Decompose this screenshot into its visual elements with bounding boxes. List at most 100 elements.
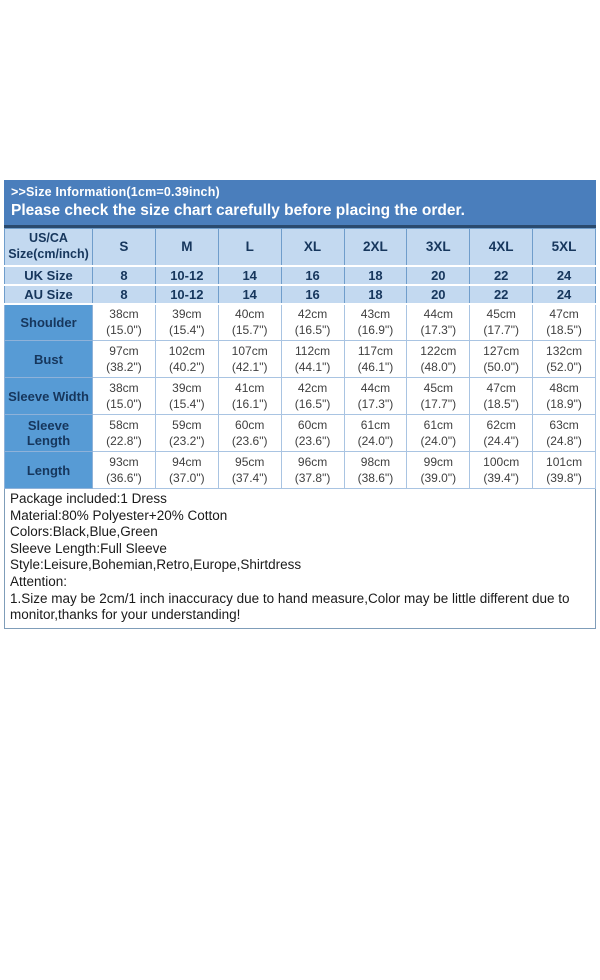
size-column-header: XL — [280, 228, 345, 267]
measurement-value-cell: 61cm (24.0") — [406, 414, 471, 452]
region-size-cell: 24 — [532, 284, 596, 305]
region-label-cell: AU Size — [4, 284, 93, 305]
detail-line: Material:80% Polyester+20% Cotton — [10, 507, 228, 523]
measurement-inch-value: (17.3") — [357, 397, 394, 411]
corner-header-cell: US/CA Size(cm/inch) — [4, 228, 93, 267]
region-size-cell: 20 — [406, 284, 471, 305]
measurement-cm-value: 48cm — [549, 381, 579, 395]
measurement-label-cell: Shoulder — [4, 303, 93, 341]
size-table-head: US/CA Size(cm/inch) S M L XL 2XL 3XL 4XL 5XL — [4, 228, 596, 267]
size-column-header: M — [154, 228, 219, 267]
detail-line: 1.Size may be 2cm/1 inch inaccuracy due … — [10, 590, 570, 623]
measurement-cm-value: 96cm — [297, 455, 328, 469]
measurement-value-cell: 99cm (39.0") — [406, 451, 471, 489]
measurement-value-cell: 122cm (48.0") — [406, 340, 471, 378]
measurement-value-cell: 132cm (52.0") — [532, 340, 596, 378]
measurement-value-cell: 63cm (24.8") — [532, 414, 596, 452]
measurement-value-cell: 38cm (15.0") — [92, 303, 156, 341]
size-chart-page: >>Size Information(1cm=0.39inch) Please … — [4, 180, 596, 629]
measurement-inch-value: (23.6") — [294, 434, 331, 448]
measurement-value-cell: 95cm (37.4") — [217, 451, 282, 489]
measurement-cm-value: 63cm — [549, 418, 579, 432]
region-size-cell: 8 — [92, 284, 156, 305]
measurement-inch-value: (18.5") — [546, 323, 582, 338]
region-size-cell: 22 — [469, 284, 534, 305]
region-size-cell: 10-12 — [154, 284, 219, 305]
measurement-inch-value: (24.0") — [420, 434, 457, 448]
measurement-label-cell: Length — [4, 451, 93, 489]
measurement-value-cell: 93cm (36.6") — [92, 451, 156, 489]
measurement-cm-value: 132cm — [546, 344, 583, 358]
measurement-cm-value: 95cm — [235, 455, 265, 469]
region-size-cell: 8 — [92, 265, 156, 286]
measurement-value-cell: 38cm (15.0") — [92, 377, 156, 415]
product-details: Package included:1 Dress Material:80% Pol… — [4, 489, 596, 629]
detail-line: Colors:Black,Blue,Green — [10, 524, 158, 540]
measurement-inch-value: (15.4") — [169, 397, 205, 411]
measurement-cm-value: 100cm — [483, 455, 520, 469]
measurement-cm-value: 97cm — [109, 344, 139, 358]
measurement-value-cell: 59cm (23.2") — [154, 414, 219, 452]
measurement-inch-value: (24.4") — [483, 434, 519, 448]
measurement-cm-value: 61cm — [360, 418, 391, 432]
measurement-inch-value: (17.7") — [420, 397, 457, 411]
measurement-value-cell: 102cm (40.2") — [154, 340, 219, 378]
measurement-inch-value: (50.0") — [483, 360, 519, 374]
measurement-value-cell: 48cm (18.9") — [532, 377, 596, 415]
size-info-banner: >>Size Information(1cm=0.39inch) Please … — [4, 180, 596, 228]
measurement-value-cell: 42cm (16.5") — [280, 303, 345, 341]
measurement-cm-value: 60cm — [235, 418, 265, 432]
region-size-cell: 10-12 — [154, 265, 219, 286]
measurement-value-cell: 62cm (24.4") — [469, 414, 534, 452]
measurement-value-cell: 39cm (15.4") — [154, 303, 219, 341]
measurement-cm-value: 60cm — [297, 418, 328, 432]
measurement-value-cell: 60cm (23.6") — [280, 414, 345, 452]
measurement-cm-value: 101cm — [546, 455, 583, 469]
measurement-value-cell: 41cm (16.1") — [217, 377, 282, 415]
measurement-cm-value: 38cm — [109, 381, 139, 395]
measurement-inch-value: (39.8") — [546, 471, 582, 485]
measurement-inch-value: (16.1") — [231, 397, 268, 411]
measurement-inch-value: (23.6") — [231, 434, 268, 448]
measurement-inch-value: (15.0") — [106, 397, 142, 411]
measurement-label-cell: Bust — [4, 340, 93, 378]
measurement-row: Sleeve Width 38cm (15.0") 39cm (15.4") 41cm (1… — [4, 377, 596, 415]
measurement-value-cell: 61cm (24.0") — [343, 414, 408, 452]
measurement-value-cell: 58cm (22.8") — [92, 414, 156, 452]
measurement-label-cell: Sleeve Width — [4, 377, 93, 415]
measurement-cm-value: 98cm — [360, 455, 391, 469]
measurement-inch-value: (23.2") — [169, 434, 205, 448]
measurement-value-cell: 45cm (17.7") — [406, 377, 471, 415]
measurement-cm-value: 59cm — [172, 418, 202, 432]
measurement-inch-value: (42.1") — [231, 360, 268, 374]
measurement-value-cell: 117cm (46.1") — [343, 340, 408, 378]
size-chart-table: US/CA Size(cm/inch) S M L XL 2XL 3XL 4XL 5XL UK … — [4, 228, 596, 489]
measurement-inch-value: (37.8") — [294, 471, 331, 485]
measurement-inch-value: (48.0") — [420, 360, 457, 374]
detail-line: Sleeve Length:Full Sleeve — [10, 540, 167, 556]
measurement-label-cell: Sleeve Length — [4, 414, 93, 452]
measurement-value-cell: 112cm (44.1") — [280, 340, 345, 378]
measurement-inch-value: (17.3") — [420, 323, 457, 338]
measurement-inch-value: (44.1") — [294, 360, 331, 374]
size-column-header: 2XL — [343, 228, 408, 267]
measurement-value-cell: 42cm (16.5") — [280, 377, 345, 415]
size-table-body: UK Size 8 10-12 14 16 18 20 22 24 AU Size 8 10-12 14… — [4, 265, 596, 489]
measurement-cm-value: 93cm — [109, 455, 139, 469]
measurement-cm-value: 43cm — [360, 307, 391, 322]
detail-line: Style:Leisure,Bohemian,Retro,Europe,Shir… — [10, 557, 302, 573]
region-label-cell: UK Size — [4, 265, 93, 286]
measurement-cm-value: 61cm — [423, 418, 453, 432]
measurement-row: Shoulder 38cm (15.0") 39cm (15.4") 40cm (15.7"… — [4, 303, 596, 341]
measurement-inch-value: (39.0") — [420, 471, 457, 485]
measurement-inch-value: (37.0") — [169, 471, 205, 485]
banner-title: >>Size Information(1cm=0.39inch) — [11, 185, 220, 199]
measurement-inch-value: (38.2") — [106, 360, 142, 374]
region-size-cell: 14 — [217, 284, 282, 305]
measurement-value-cell: 60cm (23.6") — [217, 414, 282, 452]
measurement-inch-value: (22.8") — [106, 434, 142, 448]
region-size-cell: 24 — [532, 265, 596, 286]
measurement-cm-value: 99cm — [423, 455, 453, 469]
measurement-inch-value: (36.6") — [106, 471, 142, 485]
measurement-cm-value: 44cm — [360, 381, 391, 395]
